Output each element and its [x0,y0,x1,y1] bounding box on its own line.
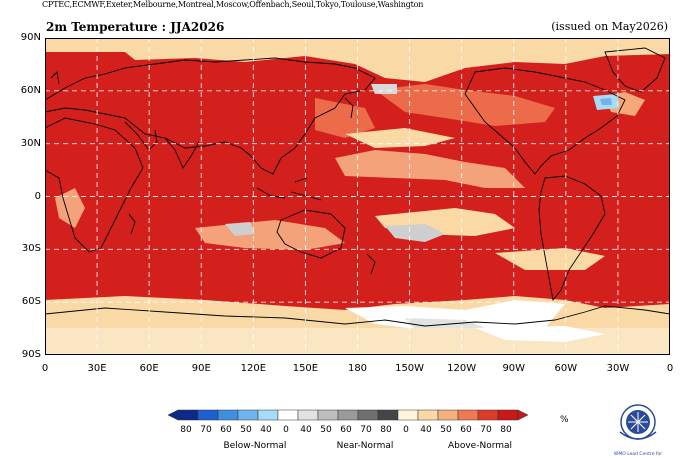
madagascar-coast [128,213,136,235]
legend-color-cell [417,409,439,421]
legend-tick-label: 0 [403,425,409,435]
southern-ocean-white [345,300,565,333]
legend-tick-label: 80 [180,425,192,435]
legend-tick-label: 50 [240,425,252,435]
indonesia-coast [256,177,322,201]
north-america-coast [464,67,626,175]
wmo-logo: WMO Lead Centre for [606,398,670,458]
longitude-label: 120E [240,363,267,374]
longitude-label: 30W [606,363,630,374]
legend-tick-label: 40 [420,425,432,435]
legend-color-cell [257,409,279,421]
legend-color-cell [277,409,299,421]
longitude-label: 60W [554,363,578,374]
legend-color-cell [397,409,419,421]
map-title: 2m Temperature : JJA2026 [46,20,225,34]
legend-color-cell [317,409,339,421]
issued-date: (issued on May2026) [551,20,668,33]
legend-tick-label: 0 [283,425,289,435]
legend-tick-label: 50 [440,425,452,435]
longitude-label: 90W [502,363,526,374]
near-normal-label: Near-Normal [337,441,394,451]
legend-color-cell [177,409,199,421]
africa-coast [45,117,144,253]
legend-color-cell [497,409,519,421]
uk-coast [50,71,60,85]
equatorial-pacific-orange [335,150,525,188]
legend-tick-label: 40 [300,425,312,435]
forecast-map [45,38,670,355]
new-zealand-coast [366,253,376,275]
latitude-label: 90N [20,32,41,43]
legend-color-cell [217,409,239,421]
legend-color-cell [197,409,219,421]
contributing-centers: CPTEC,ECMWF,Exeter,Melbourne,Montreal,Mo… [42,0,424,9]
longitude-label: 30E [87,363,107,374]
longitude-label: 0 [666,363,674,374]
legend-color-cell [377,409,399,421]
legend-color-cell [297,409,319,421]
australia-coast [276,209,346,259]
canada-below-core [600,98,612,105]
legend-tick-label: 70 [360,425,372,435]
legend-color-cell [337,409,359,421]
siberia-grey-patch [371,84,397,94]
west-pacific-orange [315,98,375,138]
map-canvas [45,38,670,355]
wmo-emblem [619,404,657,440]
coastlines [45,47,670,327]
latitude-label: 60S [21,296,41,308]
legend-tick-label: 50 [320,425,332,435]
probability-legend: 80 70 60 50 40 0 40 50 60 70 80 0 40 50 60 70 80 Near-No… [160,404,580,454]
legend-tick-label: 70 [480,425,492,435]
legend-tick-label: 60 [340,425,352,435]
legend-tick-label: 80 [500,425,512,435]
latitude-label: 30N [20,137,41,149]
above-normal-label: Above-Normal [448,441,512,451]
antarctica-coast [45,305,670,327]
legend-color-cell [477,409,499,421]
longitude-label: 120W [447,363,477,374]
legend-unit: % [560,415,569,425]
india-coast [164,137,200,169]
pacific-grey-patch [385,224,445,242]
eurasia-coast [45,57,376,175]
longitude-label: 180 [347,363,368,374]
legend-color-cell [357,409,379,421]
map-frame [45,38,670,355]
legend-color-cell [437,409,459,421]
legend-tick-label: 40 [260,425,272,435]
legend-arrow-left [167,409,179,421]
longitude-label: 60E [139,363,159,374]
latitude-label: 90S [21,349,41,360]
longitude-label: 90E [191,363,211,374]
legend-tick-label: 70 [200,425,212,435]
legend-tick-label: 60 [460,425,472,435]
south-america-coast [538,175,606,302]
indian-grey-patch [225,222,255,236]
subtropical-pacific-peach [345,128,455,148]
longitude-label: 150W [395,363,425,374]
longitude-label: 150E [292,363,319,374]
wmo-logo-text: WMO Lead Centre for [613,452,663,457]
legend-color-cell [457,409,479,421]
greenland-coast [604,47,666,93]
latitude-label: 0 [34,190,41,202]
legend-tick-label: 80 [380,425,392,435]
southeast-pacific-peach [495,248,605,270]
graticule [45,38,670,355]
japan-coast [344,97,354,119]
latitude-label: 60N [20,84,41,96]
legend-colorbar: 80 70 60 50 40 0 40 50 60 70 80 0 40 50 60 70 80 Near-No… [167,409,569,451]
below-normal-label: Below-Normal [224,441,287,451]
south-atlantic-orange [55,188,85,228]
legend-color-cell [237,409,259,421]
legend-arrow-right [517,409,529,421]
north-pacific-orange [375,84,555,126]
antarctica-white [475,326,605,342]
latitude-label: 30S [21,243,41,255]
longitude-label: 0 [41,363,49,374]
legend-tick-label: 60 [220,425,232,435]
